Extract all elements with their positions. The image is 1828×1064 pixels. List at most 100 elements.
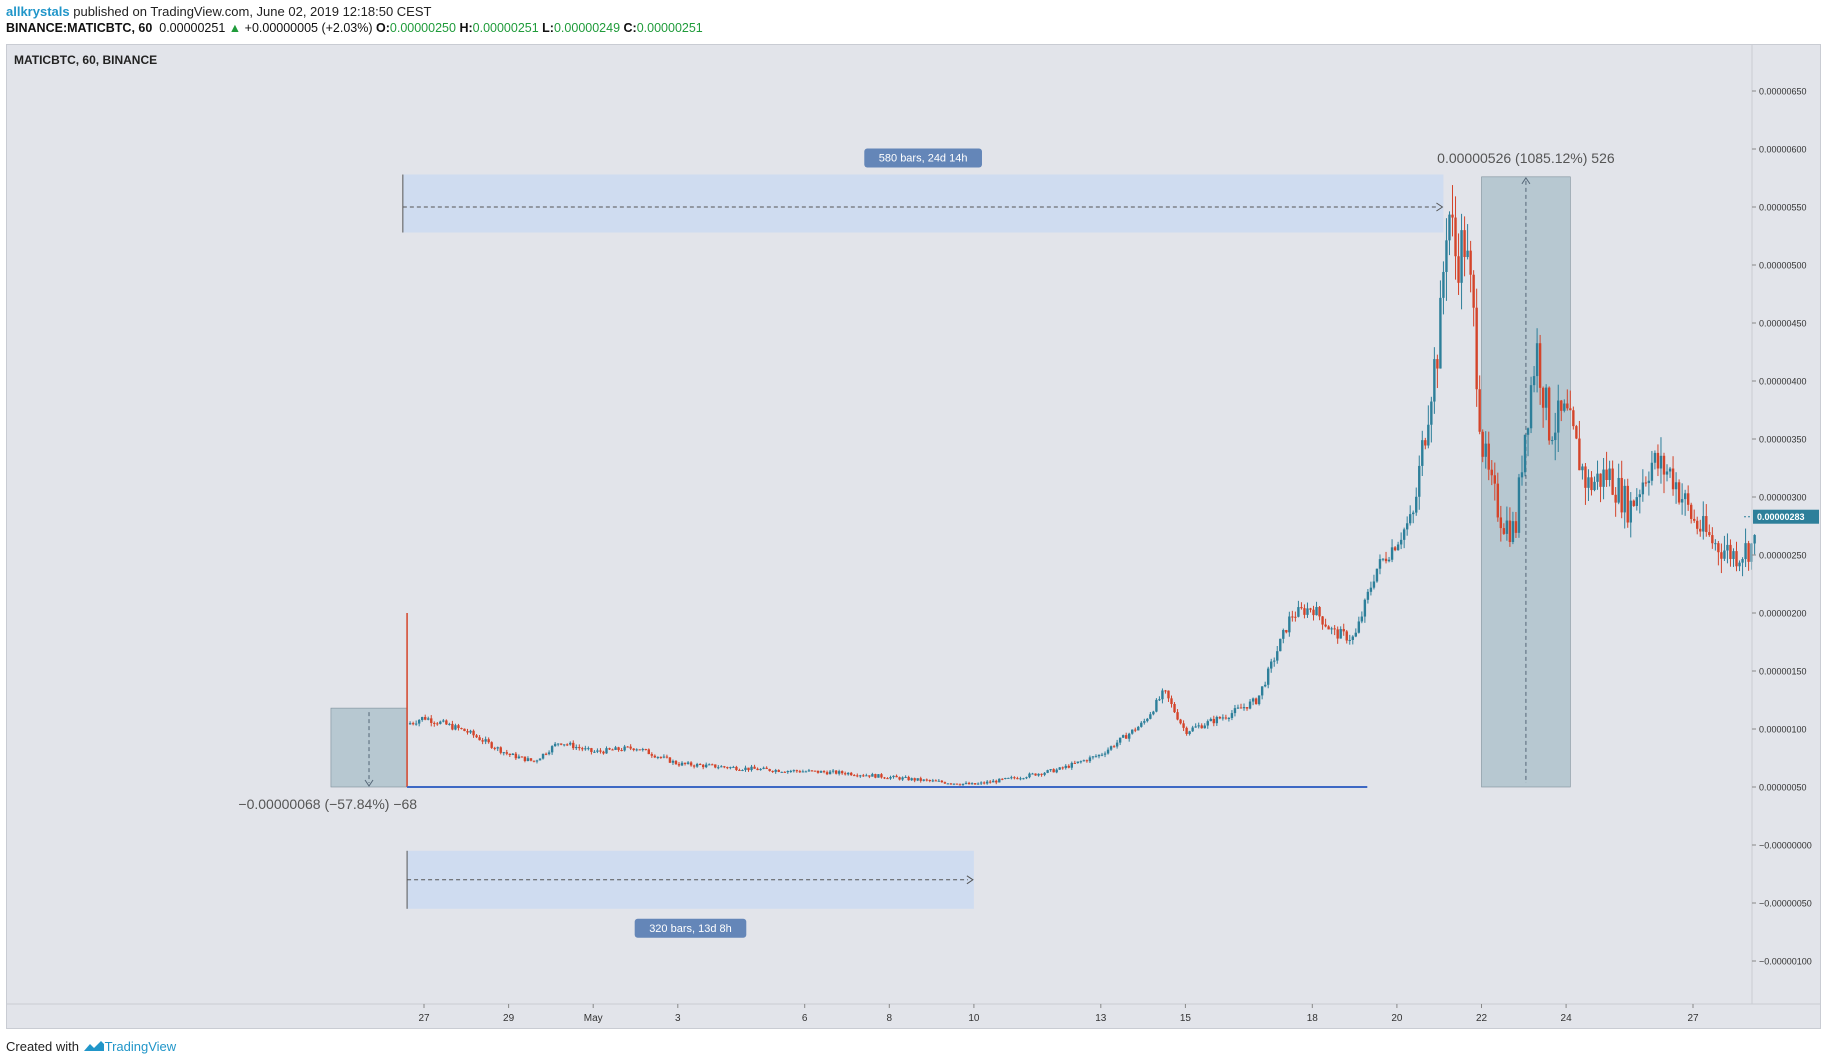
candle-body bbox=[1200, 725, 1203, 729]
candle-body bbox=[771, 770, 774, 772]
candle-body bbox=[831, 770, 835, 772]
candle-body bbox=[798, 771, 802, 773]
candle-body bbox=[995, 780, 998, 783]
candle-body bbox=[937, 780, 941, 782]
candle-body bbox=[1463, 230, 1466, 258]
candle-body bbox=[889, 777, 892, 779]
author-link[interactable]: allkrystals bbox=[6, 4, 70, 19]
candle-body bbox=[847, 772, 850, 775]
last-price-label: 0.00000283 bbox=[1757, 512, 1805, 522]
candle-body bbox=[1412, 512, 1415, 515]
candle-body bbox=[1218, 716, 1222, 719]
candle-body bbox=[617, 747, 620, 751]
candle-body bbox=[732, 766, 735, 768]
y-tick-label: 0.00000150 bbox=[1759, 667, 1807, 677]
candle-body bbox=[1016, 778, 1019, 780]
candle-body bbox=[1013, 777, 1016, 779]
candle-body bbox=[952, 783, 956, 785]
candle-body bbox=[777, 770, 780, 772]
candle-body bbox=[949, 783, 953, 785]
candle-body bbox=[1647, 480, 1651, 484]
candle-body bbox=[1209, 718, 1212, 722]
candle-body bbox=[998, 778, 1001, 783]
candle-body bbox=[496, 747, 499, 749]
candle-body bbox=[1028, 773, 1031, 778]
candle-body bbox=[1499, 517, 1503, 529]
candle-body bbox=[1454, 217, 1457, 257]
candle-body bbox=[520, 756, 524, 758]
candle-body bbox=[973, 783, 977, 785]
x-tick-label: 27 bbox=[1687, 1013, 1699, 1024]
candle-body bbox=[626, 746, 629, 748]
candle-body bbox=[478, 737, 481, 741]
candle-body bbox=[874, 774, 877, 778]
candle-body bbox=[550, 746, 554, 753]
candle-body bbox=[783, 771, 786, 773]
candle-body bbox=[1714, 543, 1717, 545]
tradingview-logo-icon bbox=[83, 1041, 104, 1051]
candle-body bbox=[1103, 753, 1107, 755]
candle-body bbox=[698, 764, 702, 766]
x-tick-label: 6 bbox=[802, 1013, 808, 1024]
date-range-arrow-icon bbox=[1436, 202, 1444, 212]
candle-body bbox=[1711, 535, 1714, 544]
candle-body bbox=[1155, 699, 1158, 712]
tradingview-link[interactable]: TradingView bbox=[104, 1039, 177, 1054]
candle-body bbox=[961, 783, 965, 785]
candle-body bbox=[1215, 716, 1219, 724]
candle-body bbox=[1085, 760, 1089, 762]
candle-body bbox=[1300, 607, 1303, 609]
candle-body bbox=[1656, 452, 1660, 469]
x-tick-label: 22 bbox=[1476, 1013, 1488, 1024]
candle-body bbox=[1282, 630, 1285, 639]
candle-body bbox=[976, 783, 980, 785]
candle-body bbox=[1466, 250, 1469, 258]
candle-body bbox=[656, 756, 660, 758]
candle-body bbox=[1502, 528, 1506, 534]
last-price: 0.00000251 bbox=[159, 21, 226, 35]
candle-body bbox=[804, 771, 808, 773]
y-tick-label: 0.00000250 bbox=[1759, 551, 1807, 561]
candle-body bbox=[1747, 543, 1750, 562]
created-with-text: Created with bbox=[6, 1039, 79, 1054]
candle-body bbox=[955, 783, 959, 785]
candle-body bbox=[1055, 769, 1058, 773]
candle-body bbox=[825, 772, 829, 775]
candle-body bbox=[1312, 609, 1315, 616]
candle-body bbox=[593, 751, 596, 753]
candle-body bbox=[1705, 516, 1708, 533]
y-tick-label: 0.00000350 bbox=[1759, 435, 1807, 445]
candle-body bbox=[1345, 631, 1348, 641]
candle-body bbox=[1118, 737, 1122, 743]
candle-body bbox=[1632, 500, 1635, 506]
candle-body bbox=[1197, 725, 1200, 727]
candle-body bbox=[1134, 729, 1137, 731]
candle-body bbox=[1659, 455, 1663, 469]
candle-body bbox=[1203, 725, 1206, 729]
candle-body bbox=[439, 721, 442, 724]
price-range-label: 0.00000526 (1085.12%) 526 bbox=[1437, 150, 1615, 166]
candle-body bbox=[1022, 778, 1025, 780]
candle-body bbox=[1402, 529, 1406, 540]
low-label: L: bbox=[542, 21, 554, 35]
candle-body bbox=[916, 778, 919, 781]
candle-body bbox=[596, 750, 599, 752]
published-text: published on TradingView.com, June 02, 2… bbox=[73, 4, 432, 19]
candle-body bbox=[659, 756, 663, 758]
candle-body bbox=[1729, 544, 1732, 559]
candle-body bbox=[877, 774, 880, 778]
y-tick-label: 0.00000100 bbox=[1759, 725, 1807, 735]
candle-body bbox=[1170, 698, 1173, 704]
candle-body bbox=[774, 770, 777, 772]
y-tick-label: 0.00000300 bbox=[1759, 493, 1807, 503]
price-range-outline bbox=[1481, 176, 1571, 788]
candle-body bbox=[602, 751, 605, 754]
candle-body bbox=[1433, 359, 1436, 402]
candle-body bbox=[850, 772, 853, 776]
candle-body bbox=[1671, 468, 1675, 490]
chart-title: MATICBTC, 60, BINANCE bbox=[14, 53, 158, 67]
candle-body bbox=[1357, 621, 1361, 633]
low-value: 0.00000249 bbox=[553, 21, 621, 35]
candle-body bbox=[1596, 473, 1599, 482]
